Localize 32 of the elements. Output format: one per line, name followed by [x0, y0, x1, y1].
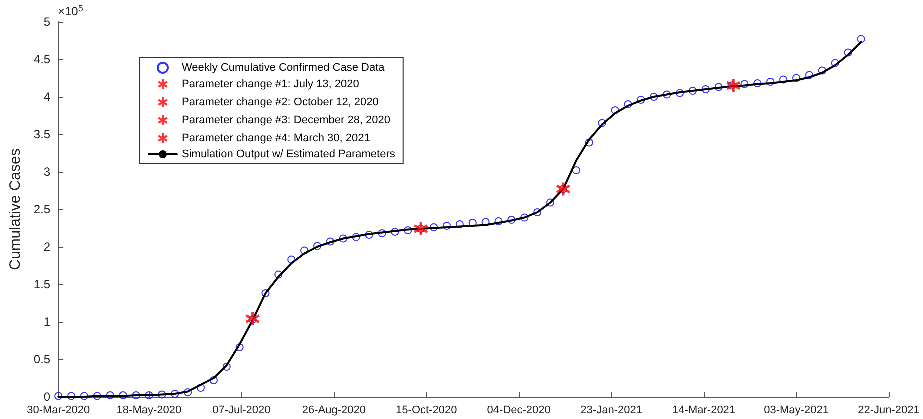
y-tick-label: 1 [44, 315, 51, 329]
y-tick-label: 2.5 [34, 202, 51, 216]
legend-label: Weekly Cumulative Confirmed Case Data [182, 62, 386, 74]
point [413, 221, 429, 237]
x-tick-label: 15-Oct-2020 [396, 404, 458, 416]
y-tick-label: 5 [44, 15, 51, 29]
x-tick-label: 07-Jul-2020 [212, 404, 271, 416]
legend-label: Simulation Output w/ Estimated Parameters [182, 148, 396, 160]
x-tick-label: 04-Dec-2020 [487, 404, 551, 416]
y-tick-label: 3 [44, 165, 51, 179]
y-tick-label: 0 [44, 390, 51, 404]
y-tick-label: 1.5 [34, 278, 51, 292]
x-tick-label: 22-Jun-2021 [858, 404, 920, 416]
y-tick-label: 4.5 [34, 52, 51, 66]
x-tick-label: 23-Jan-2021 [580, 404, 642, 416]
y-tick-label: 3.5 [34, 128, 51, 142]
y-tick-label: 0.5 [34, 352, 51, 366]
x-tick-label: 14-Mar-2021 [672, 404, 736, 416]
point [245, 311, 261, 327]
point [556, 182, 572, 197]
point [726, 78, 742, 94]
x-tick-label: 03-May-2021 [764, 404, 829, 416]
x-tick-label: 18-May-2020 [116, 404, 182, 416]
x-tick-label: 26-Aug-2020 [302, 404, 366, 416]
y-tick-label: 4 [44, 90, 51, 104]
legend-label: Parameter change #3: December 28, 2020 [182, 114, 391, 126]
legend-label: Parameter change #1: July 13, 2020 [182, 78, 360, 90]
legend-label: Parameter change #2: October 12, 2020 [182, 96, 379, 108]
legend-label: Parameter change #4: March 30, 2021 [182, 132, 370, 144]
x-tick-label: 30-Mar-2020 [27, 404, 90, 416]
y-tick-label: 2 [44, 240, 51, 254]
y-axis-title: Cumulative Cases [7, 148, 24, 270]
